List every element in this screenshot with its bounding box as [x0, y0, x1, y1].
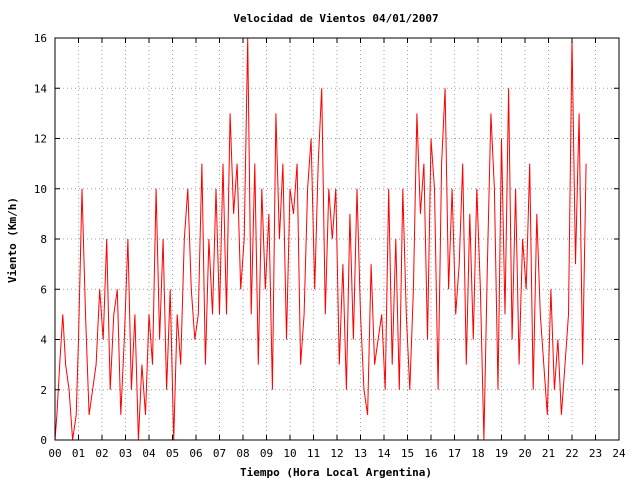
x-tick-label: 07 — [213, 447, 226, 460]
y-tick-label: 0 — [40, 434, 47, 447]
x-tick-label: 14 — [377, 447, 391, 460]
x-tick-label: 08 — [236, 447, 249, 460]
x-tick-label: 03 — [119, 447, 132, 460]
y-tick-label: 6 — [40, 283, 47, 296]
x-tick-label: 01 — [72, 447, 85, 460]
x-tick-label: 00 — [48, 447, 61, 460]
y-tick-label: 16 — [34, 32, 47, 45]
x-axis-label: Tiempo (Hora Local Argentina) — [240, 466, 432, 479]
x-tick-label: 22 — [565, 447, 578, 460]
y-tick-label: 4 — [40, 334, 47, 347]
y-tick-label: 2 — [40, 384, 47, 397]
x-tick-label: 06 — [189, 447, 202, 460]
x-tick-label: 19 — [495, 447, 508, 460]
x-tick-label: 17 — [448, 447, 461, 460]
series-line-0 — [54, 37, 587, 441]
series-group — [54, 37, 587, 441]
x-tick-label: 21 — [542, 447, 555, 460]
x-tick-label: 12 — [330, 447, 343, 460]
x-tick-label: 09 — [260, 447, 273, 460]
x-tick-label: 18 — [471, 447, 484, 460]
chart-title: Velocidad de Vientos 04/01/2007 — [233, 12, 438, 25]
x-tick-label: 24 — [612, 447, 626, 460]
y-tick-label: 10 — [34, 183, 47, 196]
x-tick-label: 15 — [401, 447, 414, 460]
x-tick-label: 16 — [424, 447, 437, 460]
x-tick-label: 23 — [589, 447, 602, 460]
x-tick-label: 13 — [354, 447, 367, 460]
y-tick-label: 12 — [34, 133, 47, 146]
y-tick-label: 14 — [34, 82, 48, 95]
x-tick-label: 11 — [307, 447, 320, 460]
x-tick-label: 02 — [95, 447, 108, 460]
x-tick-label: 05 — [166, 447, 179, 460]
y-axis-label: Viento (Km/h) — [6, 197, 19, 283]
x-axis: 00 01 02 03 04 05 06 07 08 09 10 11 12 13 14 15 16 17 18 19… — [48, 38, 626, 460]
x-tick-label: 04 — [142, 447, 156, 460]
y-axis: 0 2 4 6 8 10 12 14 16 — [34, 32, 619, 447]
x-tick-label: 10 — [283, 447, 296, 460]
y-tick-label: 8 — [40, 233, 47, 246]
grid-lines — [55, 38, 619, 440]
x-tick-label: 20 — [518, 447, 531, 460]
